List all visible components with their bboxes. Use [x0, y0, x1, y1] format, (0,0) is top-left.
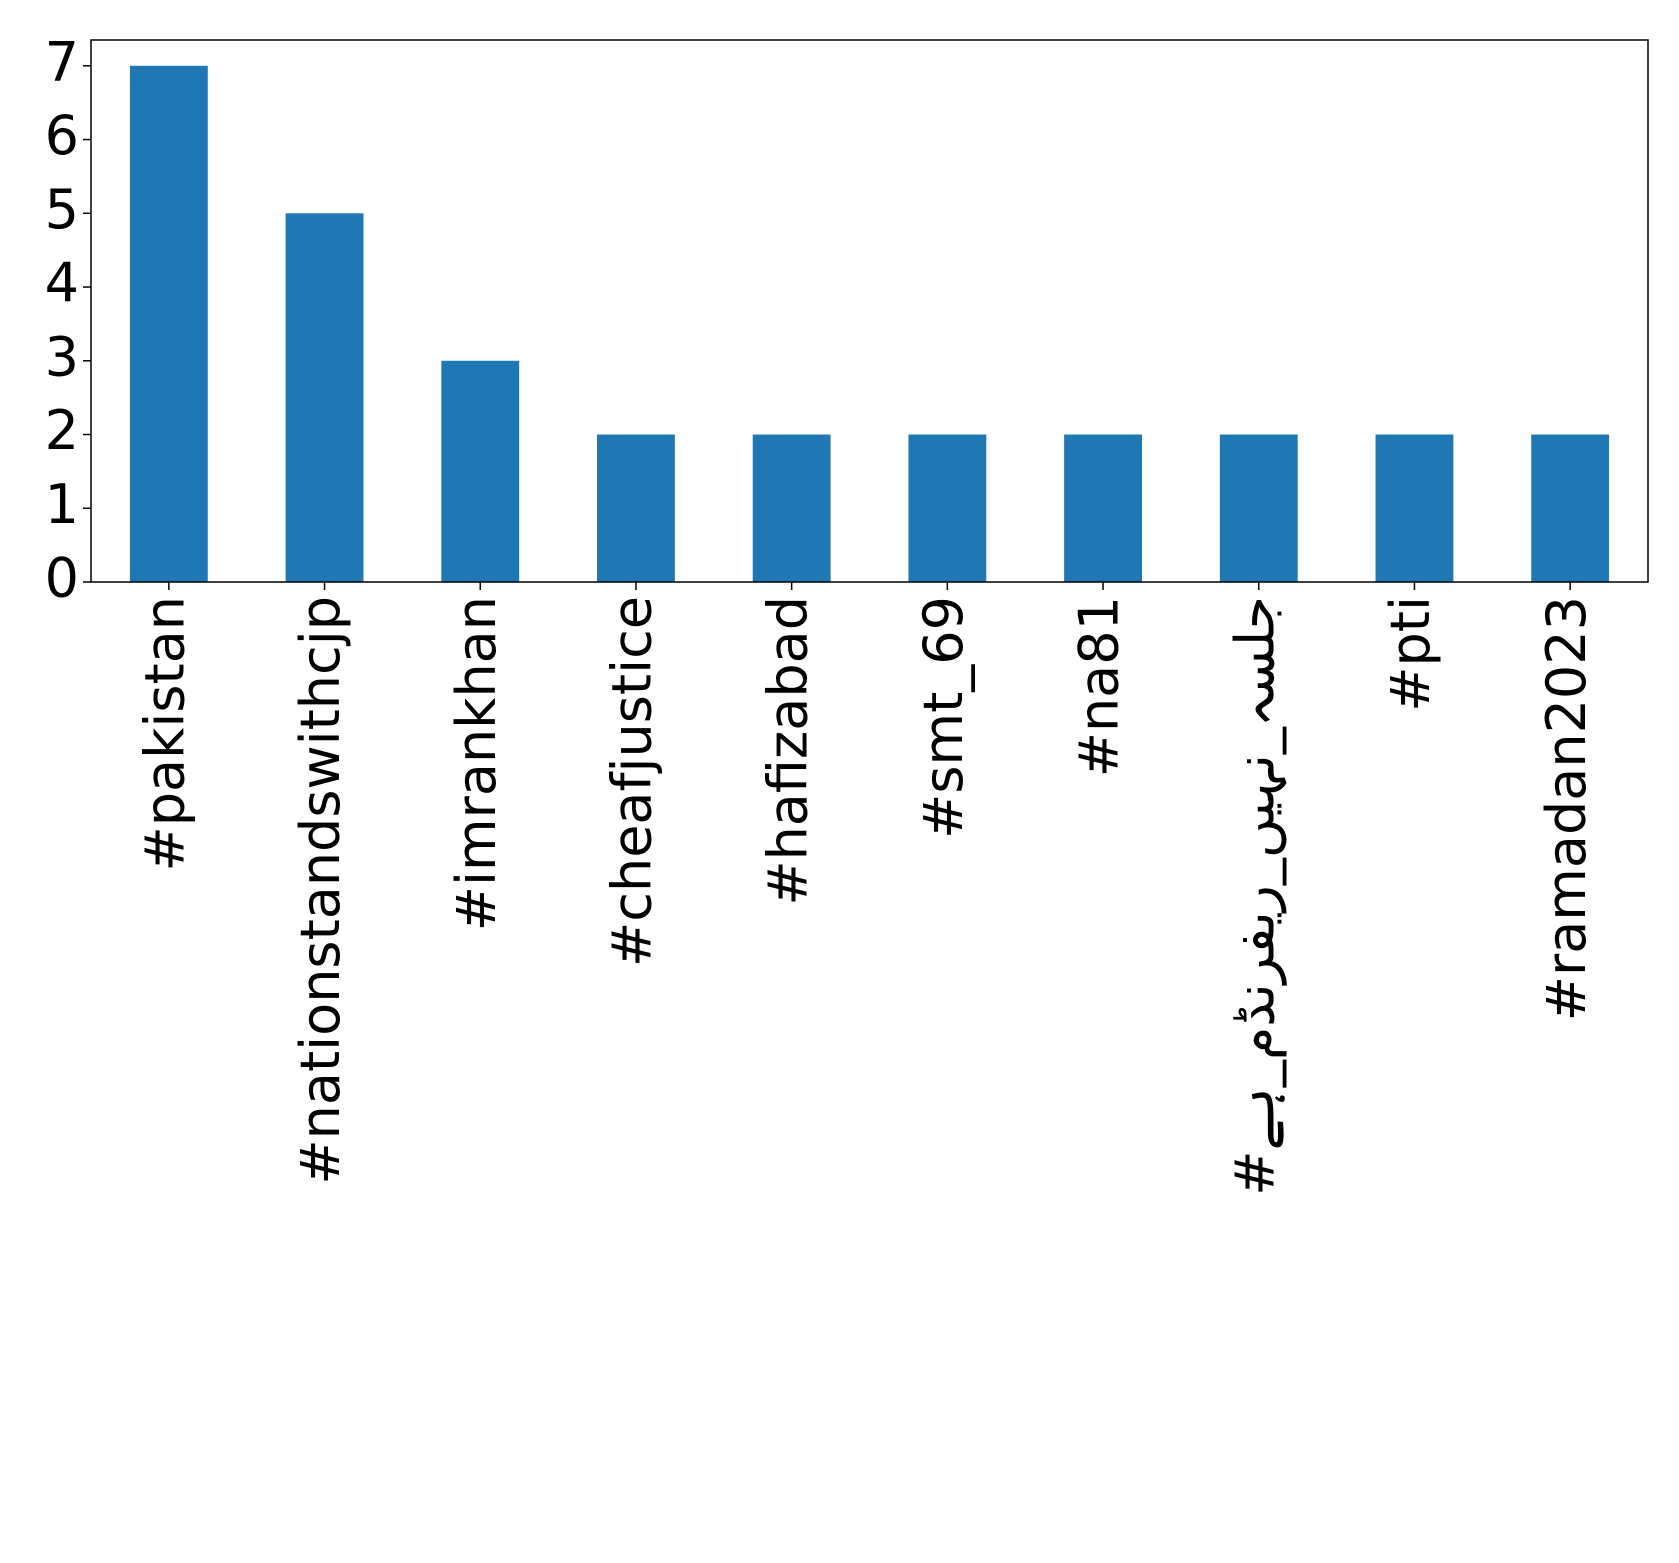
x-tick-label: #pti: [1379, 596, 1442, 712]
x-tick-label: #nationstandswithcjp: [289, 596, 352, 1185]
y-tick-label: 4: [45, 252, 79, 315]
plot-frame: [90, 39, 1649, 583]
x-tick-label: #pakistan: [133, 596, 196, 872]
y-tick-label: 7: [45, 30, 79, 93]
y-tick-label: 6: [45, 104, 79, 167]
bar: [597, 434, 675, 582]
bar: [1375, 434, 1454, 582]
x-tick-label: #smt_69: [912, 596, 975, 839]
bar: [1064, 434, 1142, 582]
x-tick-label: #جلسہ_نہیں_ریفرنڈم_ہے: [1223, 596, 1286, 1196]
x-tick-label: #na81: [1068, 596, 1131, 777]
x-tick-label: #cheafjustice: [601, 596, 664, 967]
bar: [1531, 434, 1610, 582]
bar: [441, 360, 520, 582]
bar: [908, 434, 987, 582]
bar: [285, 213, 364, 582]
bar: [1219, 434, 1298, 582]
y-tick-label: 1: [45, 473, 79, 536]
x-tick-label: #ramadan2023: [1535, 596, 1598, 1021]
y-tick-label: 3: [45, 325, 79, 388]
y-tick-label: 0: [45, 547, 79, 610]
x-tick-label: #hafizabad: [756, 596, 819, 906]
y-tick-label: 2: [45, 399, 79, 462]
bar: [129, 65, 208, 583]
x-tick-label: #imrankhan: [445, 596, 508, 931]
y-tick-label: 5: [45, 178, 79, 241]
bar: [752, 434, 831, 582]
